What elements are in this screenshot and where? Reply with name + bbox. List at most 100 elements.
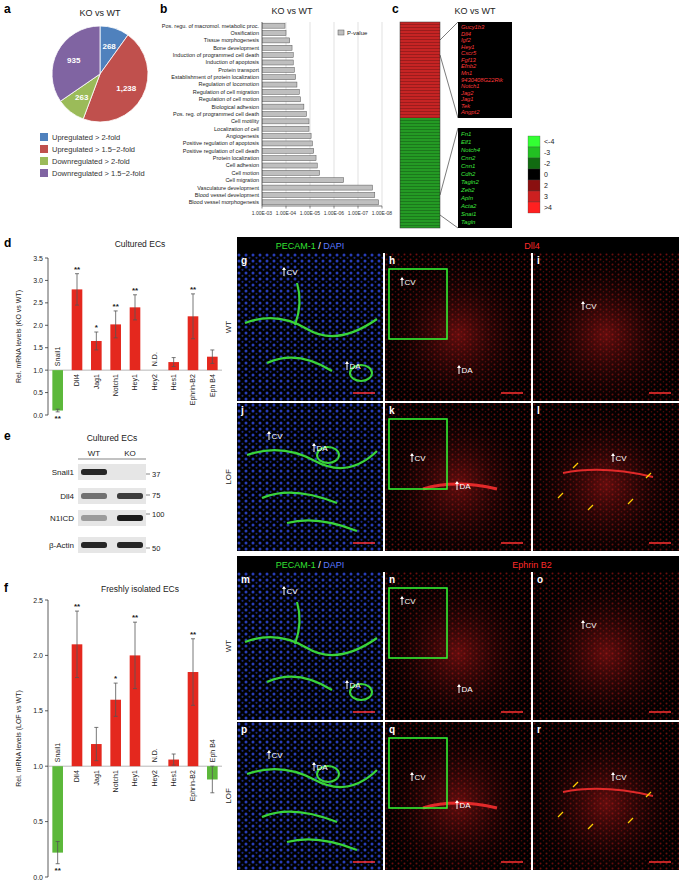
vessel-label: CV [414, 773, 426, 782]
row-label: Dll4 [60, 492, 74, 501]
tick [382, 206, 383, 209]
vessel-label: CV [585, 621, 597, 630]
arrow-head [581, 620, 585, 623]
error-line [57, 842, 58, 864]
category-label: Hey2 [151, 770, 159, 786]
arrow-yellow [628, 818, 633, 823]
error-cap [114, 337, 118, 338]
inset-box [389, 588, 447, 658]
category-label: Protein localization [213, 155, 259, 161]
arrow-head [345, 361, 349, 364]
error-cap [191, 338, 195, 339]
arrow-yellow [646, 792, 651, 797]
band [81, 469, 107, 475]
error-cap [114, 716, 118, 717]
significance: ** [190, 630, 197, 639]
axis-title: Rel. mRNA levels (LOF vs WT) [15, 690, 23, 786]
category-label: Pos. regu. of macromol. metabolic proc. [162, 23, 260, 29]
error-line [193, 639, 194, 705]
panel-letter: i [537, 255, 540, 266]
category-label: Cell migration [225, 177, 259, 183]
red-channel [533, 403, 679, 551]
data-label: 935 [67, 56, 81, 65]
category-label: Eph B4 [209, 374, 217, 397]
data-label: 268 [102, 42, 116, 51]
gene-label: Cxcr5 [461, 50, 477, 56]
figure: abcdefKO vs WT2681,238263935Upregulated … [0, 0, 685, 887]
error-bar [94, 727, 98, 760]
vessel-label: DA [349, 681, 361, 690]
category-label: Regulation of cell migration [193, 89, 259, 95]
image-bg [237, 722, 383, 870]
row-label: LOF [224, 469, 233, 485]
arrow-head [312, 443, 316, 446]
bars [262, 23, 378, 205]
y-axis [48, 600, 49, 877]
category-label: Regulation of cell motion [199, 96, 259, 102]
error-bar [133, 622, 137, 688]
connector [440, 215, 458, 228]
error-cap [210, 766, 214, 767]
red-glow [533, 572, 679, 720]
error-bar [172, 358, 176, 367]
arrow-yellow [588, 824, 593, 829]
gene-label: Igf2 [461, 37, 471, 43]
category-label: Eph B4 [209, 739, 217, 762]
gene-box [458, 22, 512, 118]
scale-bar [501, 392, 523, 394]
connector [440, 55, 458, 118]
bar [262, 53, 293, 58]
arrow-head [400, 596, 404, 599]
bar [262, 89, 299, 94]
category-label: Localization of cell [214, 126, 259, 132]
panel-letter: n [389, 574, 395, 585]
arrow-head [267, 750, 271, 753]
category-label: Snail1 [54, 347, 61, 367]
red-glow [385, 572, 531, 720]
marker-label: 75 [152, 491, 160, 500]
arrow-head [457, 684, 461, 687]
chart-title: Freshly isolated ECs [101, 584, 179, 594]
vessel-label: DA [349, 362, 361, 371]
vessel [245, 637, 377, 655]
blot-strip [78, 510, 146, 526]
colorbar-label: 3 [544, 193, 548, 200]
bars [52, 611, 217, 864]
panel-letter: c [392, 2, 399, 16]
panel-header: Dll4 [524, 241, 540, 251]
category-label: Dll4 [74, 374, 81, 386]
category-label: Cell motion [231, 170, 259, 176]
error-bar [56, 409, 60, 412]
micrograph: qCVDA [385, 722, 531, 870]
micrograph: mCVDA [237, 572, 383, 720]
arrow-yellow [573, 463, 578, 468]
y-axis [48, 258, 49, 415]
significance: * [114, 674, 118, 683]
colorbar-cell [528, 136, 540, 147]
pie-slice [52, 26, 100, 101]
category-label: Hey2 [151, 374, 159, 390]
connector [440, 22, 458, 40]
arrow-head [455, 800, 459, 803]
nd-label: N.D. [151, 748, 158, 762]
arrow-head [410, 772, 414, 775]
arrow-head [457, 365, 461, 368]
bar [52, 370, 63, 410]
error-cap [210, 349, 214, 350]
row-label: LOF [224, 788, 233, 804]
red-channel [533, 722, 679, 870]
category-label: Hey1 [132, 374, 140, 390]
significance: ** [132, 286, 139, 295]
category-label: Cell motility [231, 118, 259, 124]
error-cap [133, 688, 137, 689]
panel-letter: q [389, 724, 395, 735]
error-bar [75, 611, 79, 677]
marker-tick [146, 548, 150, 549]
tick [45, 877, 48, 878]
legend-label: P-value [347, 30, 368, 36]
gene-label: 9430408G22Rik [461, 77, 504, 83]
legend-label: Upregulated > 2-fold [52, 133, 120, 142]
bar [262, 185, 372, 190]
category-label: Blood vessel development [195, 192, 260, 198]
micrograph: oCV [533, 572, 679, 720]
